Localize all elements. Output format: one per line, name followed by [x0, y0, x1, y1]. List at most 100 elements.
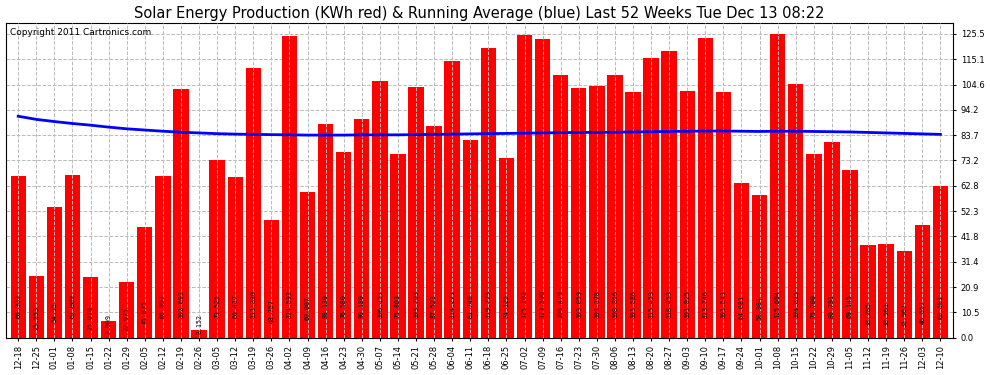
Text: 48.757: 48.757	[268, 299, 274, 323]
Bar	[173, 89, 189, 338]
Text: 62.581: 62.581	[938, 296, 943, 320]
Text: 22.975: 22.975	[124, 307, 130, 331]
Text: 108.356: 108.356	[612, 290, 618, 318]
Bar	[589, 86, 605, 338]
Title: Solar Energy Production (KWh red) & Running Average (blue) Last 52 Weeks Tue Dec: Solar Energy Production (KWh red) & Runn…	[134, 6, 825, 21]
Bar	[751, 195, 767, 338]
Bar	[716, 92, 731, 338]
Bar	[263, 220, 279, 338]
Text: 101.586: 101.586	[630, 290, 636, 318]
Bar	[47, 207, 62, 338]
Text: 102.692: 102.692	[178, 290, 184, 318]
Text: Copyright 2011 Cartronics.com: Copyright 2011 Cartronics.com	[10, 28, 151, 37]
Bar	[228, 177, 243, 338]
Text: 125.694: 125.694	[774, 290, 781, 318]
Text: 103.059: 103.059	[576, 290, 582, 318]
Bar	[825, 142, 840, 338]
Text: 35.967: 35.967	[901, 303, 907, 327]
Bar	[354, 119, 369, 338]
Bar	[698, 38, 713, 338]
Bar	[191, 330, 207, 338]
Text: 45.875: 45.875	[142, 300, 148, 324]
Text: 25.553: 25.553	[34, 306, 40, 330]
Text: 118.453: 118.453	[666, 290, 672, 318]
Text: 7.009: 7.009	[106, 314, 112, 334]
Text: 69.145: 69.145	[847, 294, 853, 318]
Bar	[462, 140, 478, 338]
Bar	[679, 91, 695, 338]
Text: 60.007: 60.007	[305, 296, 311, 320]
Text: 75.803: 75.803	[395, 294, 401, 318]
Text: 3.152: 3.152	[196, 314, 202, 334]
Text: 76.580: 76.580	[341, 294, 346, 318]
Text: 38.561: 38.561	[883, 302, 889, 326]
Bar	[318, 124, 334, 338]
Text: 88.130: 88.130	[323, 294, 329, 318]
Text: 90.180: 90.180	[358, 294, 364, 318]
Text: 73.525: 73.525	[214, 294, 220, 318]
Bar	[734, 183, 749, 338]
Text: 46.557: 46.557	[920, 300, 926, 324]
Bar	[897, 251, 912, 338]
Bar	[101, 321, 116, 338]
Text: 81.748: 81.748	[467, 294, 473, 318]
Bar	[842, 170, 857, 338]
Text: 87.523: 87.523	[431, 294, 438, 318]
Text: 101.925: 101.925	[684, 290, 690, 318]
Bar	[427, 126, 442, 338]
Bar	[517, 35, 533, 338]
Bar	[770, 33, 785, 338]
Text: 123.746: 123.746	[702, 290, 708, 318]
Bar	[661, 51, 677, 338]
Bar	[29, 276, 44, 338]
Text: 106.151: 106.151	[377, 290, 383, 318]
Text: 66.417: 66.417	[233, 294, 239, 318]
Bar	[408, 87, 424, 338]
Text: 104.178: 104.178	[594, 290, 600, 318]
Bar	[210, 160, 225, 338]
Bar	[553, 75, 568, 338]
Text: 108.479: 108.479	[557, 290, 563, 318]
Bar	[282, 36, 297, 338]
Bar	[499, 158, 514, 338]
Bar	[372, 81, 387, 338]
Bar	[246, 68, 261, 338]
Bar	[11, 176, 26, 338]
Text: 38.285: 38.285	[865, 303, 871, 327]
Bar	[933, 186, 948, 338]
Bar	[571, 88, 586, 338]
Bar	[155, 176, 170, 338]
Bar	[626, 92, 641, 338]
Bar	[119, 282, 135, 338]
Text: 54.15: 54.15	[51, 302, 57, 322]
Bar	[390, 154, 406, 338]
Text: 74.125: 74.125	[504, 294, 510, 318]
Bar	[788, 84, 804, 338]
Bar	[806, 154, 822, 338]
Bar	[644, 58, 658, 338]
Bar	[860, 245, 876, 338]
Bar	[300, 192, 315, 338]
Bar	[915, 225, 930, 338]
Text: 115.453: 115.453	[648, 290, 654, 318]
Bar	[607, 75, 623, 338]
Text: 124.592: 124.592	[286, 290, 292, 318]
Text: 64.081: 64.081	[739, 295, 744, 319]
Text: 111.330: 111.330	[250, 290, 256, 318]
Bar	[535, 39, 550, 338]
Text: 66.897: 66.897	[159, 294, 166, 318]
Text: 103.703: 103.703	[413, 290, 419, 318]
Text: 75.700: 75.700	[811, 294, 817, 318]
Text: 25.078: 25.078	[87, 306, 93, 330]
Text: 58.984: 58.984	[756, 296, 762, 320]
Text: 104.815: 104.815	[793, 290, 799, 318]
Text: 80.791: 80.791	[829, 294, 835, 318]
Bar	[83, 277, 98, 338]
Text: 125.102: 125.102	[522, 290, 528, 318]
Text: 119.723: 119.723	[485, 290, 491, 318]
Text: 67.009: 67.009	[69, 294, 75, 318]
Bar	[481, 48, 496, 338]
Text: 123.590: 123.590	[540, 290, 545, 318]
Text: 101.541: 101.541	[721, 290, 727, 318]
Text: 66.933: 66.933	[15, 294, 21, 318]
